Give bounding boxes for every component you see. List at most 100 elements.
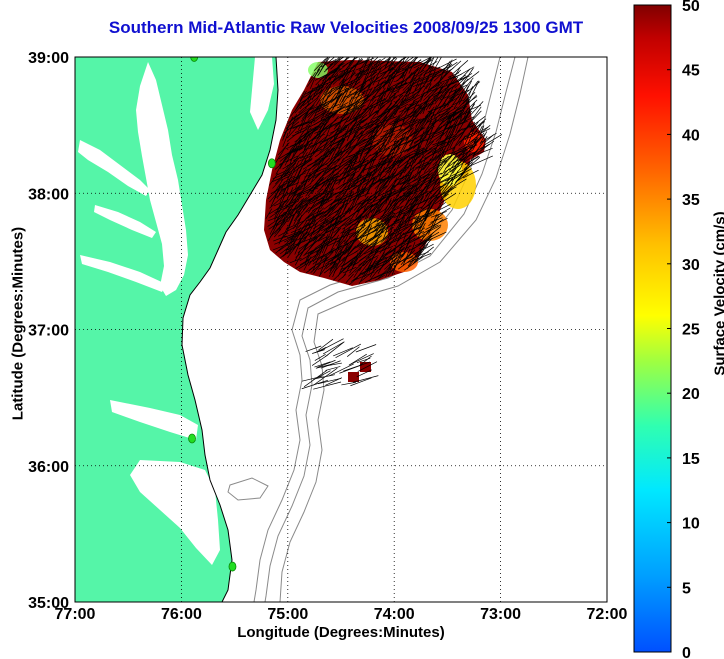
velocity-arrow [321, 240, 328, 254]
velocity-arrow [464, 121, 476, 146]
velocity-arrow [396, 195, 408, 209]
velocity-arrow [427, 105, 437, 130]
velocity-arrow [287, 153, 301, 170]
velocity-arrow [377, 130, 389, 145]
velocity-arrow [284, 148, 296, 161]
velocity-arrow [403, 229, 415, 245]
velocity-arrow [440, 177, 453, 196]
velocity-arrow [392, 214, 407, 226]
velocity-arrow [324, 192, 334, 205]
velocity-arrow [363, 229, 378, 237]
velocity-arrow [358, 99, 377, 119]
velocity-arrow [374, 177, 387, 189]
velocity-arrow [418, 140, 434, 158]
velocity-arrow [337, 202, 349, 222]
velocity-arrow [379, 145, 391, 159]
velocity-arrow [449, 150, 464, 171]
velocity-arrow [458, 135, 466, 147]
velocity-arrow [274, 178, 284, 193]
velocity-arrow [407, 191, 429, 202]
velocity-arrow [303, 147, 313, 163]
velocity-arrow [434, 85, 444, 102]
velocity-arrow [352, 93, 374, 107]
velocity-arrow [435, 124, 454, 142]
velocity-arrow [388, 253, 404, 270]
velocity-arrow [383, 155, 395, 166]
albemarle-sound [110, 400, 198, 440]
velocity-arrow [328, 178, 335, 190]
velocity-arrow [313, 123, 326, 145]
velocity-arrow [360, 68, 370, 89]
velocity-arrow [339, 62, 349, 71]
velocity-arrow [386, 140, 400, 158]
velocity-arrow [305, 345, 322, 352]
velocity-arrow [442, 146, 456, 153]
velocity-arrow [338, 64, 355, 85]
velocity-arrow [325, 178, 338, 198]
velocity-arrow [403, 163, 412, 174]
velocity-arrow [324, 128, 340, 148]
colorbar-tick-label: 5 [682, 580, 691, 597]
velocity-arrow [462, 146, 467, 158]
velocity-arrow [367, 128, 381, 145]
velocity-arrow [339, 95, 346, 107]
velocity-arrow [288, 240, 296, 251]
velocity-arrow [424, 182, 437, 205]
velocity-arrow [272, 172, 292, 182]
velocity-arrow [305, 266, 315, 274]
velocity-arrow [316, 101, 329, 110]
velocity-arrow [354, 196, 369, 214]
velocity-arrow [359, 139, 370, 157]
velocity-arrow [303, 220, 317, 243]
velocity-arrow [435, 207, 451, 218]
velocity-arrow [444, 155, 453, 163]
velocity-arrow [459, 71, 480, 87]
velocity-arrow [432, 140, 440, 158]
velocity-arrow [423, 154, 438, 173]
velocity-arrow [314, 108, 329, 117]
velocity-arrow [333, 84, 345, 101]
velocity-arrow [325, 151, 340, 166]
velocity-arrow [323, 342, 344, 355]
velocity-arrow [438, 123, 456, 134]
velocity-arrow [309, 77, 316, 89]
x-tick-label: 73:00 [480, 606, 521, 623]
velocity-arrow [333, 256, 348, 273]
velocity-arrow [274, 142, 289, 165]
colorbar-tick-label: 25 [682, 322, 700, 339]
velocity-arrow [371, 81, 384, 102]
velocity-arrow [338, 72, 346, 82]
velocity-arrow [313, 188, 324, 198]
velocity-arrow [339, 174, 355, 195]
velocity-arrow [327, 93, 337, 105]
velocity-arrow [417, 213, 429, 234]
velocity-arrow [382, 132, 389, 142]
velocity-arrow [376, 204, 392, 223]
chesapeake-bay [136, 62, 188, 296]
colorbar-tick-label: 45 [682, 63, 700, 80]
velocity-arrow [402, 248, 411, 267]
velocity-arrow [292, 121, 311, 129]
velocity-arrow [375, 255, 396, 273]
velocity-arrow [288, 182, 307, 197]
velocity-arrow [347, 132, 357, 151]
velocity-arrow [355, 344, 377, 353]
velocity-arrow [303, 369, 328, 388]
velocity-arrow [317, 377, 342, 385]
velocity-arrow [268, 221, 280, 242]
velocity-arrow [284, 143, 297, 166]
velocity-arrow [408, 131, 420, 142]
velocity-arrow [389, 138, 398, 154]
velocity-arrow [349, 130, 363, 147]
velocity-arrow [454, 167, 469, 183]
velocity-arrow [285, 117, 299, 130]
velocity-arrow [380, 231, 395, 243]
velocity-arrow [362, 171, 373, 194]
velocity-arrow [394, 94, 404, 104]
velocity-arrow [323, 262, 338, 274]
velocity-arrow [474, 140, 495, 156]
y-tick-label: 36:00 [28, 459, 69, 476]
velocity-arrow [318, 338, 344, 352]
velocity-arrow [452, 78, 469, 99]
velocity-arrow [401, 57, 410, 66]
